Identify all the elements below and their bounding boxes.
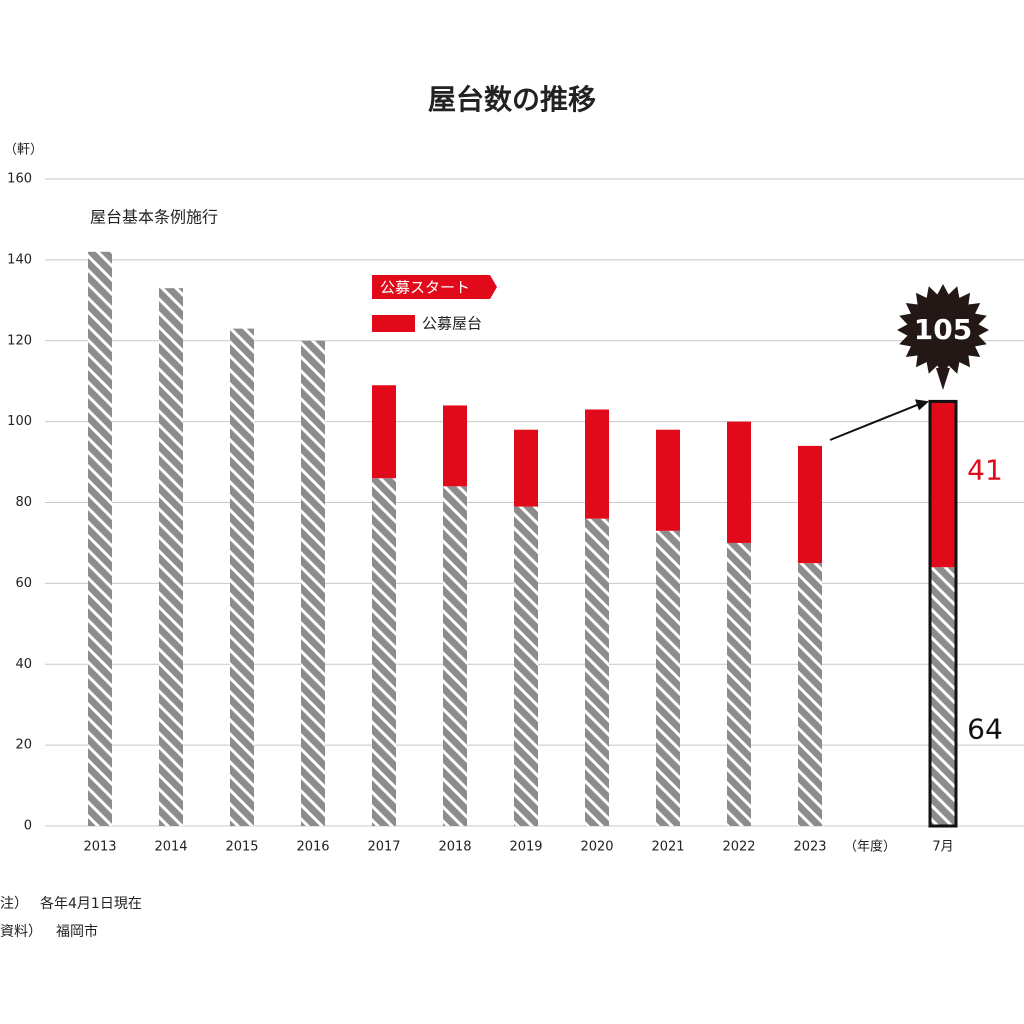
bar-segment — [443, 486, 467, 826]
legend-label: 公募屋台 — [422, 315, 482, 333]
note: 各年4月1日現在 — [40, 896, 142, 912]
note: 福岡市 — [56, 923, 98, 940]
x-tick-label: 2016 — [296, 840, 329, 855]
highlight-frame — [928, 399, 958, 828]
connector — [829, 402, 922, 441]
bar-segment — [88, 251, 112, 827]
bar-segment — [585, 409, 609, 519]
bar-segment — [798, 445, 822, 564]
bar-segment — [514, 429, 538, 507]
bar-segment — [727, 542, 751, 826]
x-tick-label: 2014 — [154, 840, 187, 855]
x-tick-label: 2015 — [225, 840, 258, 855]
note-label: 資料） — [0, 924, 42, 940]
bar-segment — [301, 340, 325, 826]
y-tick-label: 140 — [7, 252, 32, 267]
x-tick-label: 2013 — [83, 840, 116, 855]
annotation: 公募スタート — [380, 279, 470, 297]
bar-segment — [372, 385, 396, 479]
data-label: 41 — [967, 453, 1003, 486]
bar-segment — [372, 478, 396, 826]
bar-segment — [798, 563, 822, 826]
bar-segment — [585, 518, 609, 826]
y-tick-label: 20 — [15, 738, 32, 753]
y-tick-label: 100 — [7, 414, 32, 429]
bar-segment — [656, 429, 680, 531]
y-tick-label: 120 — [7, 333, 32, 348]
y-tick-label: 0 — [24, 819, 32, 834]
x-tick-label: 7月 — [932, 840, 953, 855]
bar-segment — [931, 567, 955, 826]
bar-segment — [159, 288, 183, 826]
callout-pointer — [936, 368, 950, 390]
y-axis-label: （軒） — [4, 143, 43, 158]
x-tick-label: 2022 — [722, 840, 755, 855]
x-tick-label: 2018 — [438, 840, 471, 855]
bar-segment — [931, 401, 955, 568]
arrow-head — [915, 399, 929, 411]
x-tick-label: 2019 — [509, 840, 542, 855]
x-tick-label: 2017 — [367, 840, 400, 855]
bar-segment — [727, 421, 751, 543]
y-tick-label: 80 — [15, 495, 32, 510]
bar-segment — [230, 328, 254, 826]
y-tick-label: 60 — [15, 576, 32, 591]
x-axis-label: （年度） — [844, 839, 896, 855]
callout-label: 105 — [914, 313, 972, 346]
chart-title: 屋台数の推移 — [428, 83, 596, 116]
bar-segment — [656, 530, 680, 826]
legend-tag — [372, 275, 497, 299]
x-tick-label: 2023 — [793, 840, 826, 855]
data-label: 64 — [967, 713, 1003, 746]
callout-burst — [897, 284, 989, 376]
y-tick-label: 160 — [7, 172, 32, 187]
x-tick-label: 2020 — [580, 840, 613, 855]
legend-swatch — [372, 315, 415, 332]
bar-segment — [514, 506, 538, 826]
x-tick-label: 2021 — [651, 840, 684, 855]
bar-segment — [443, 405, 467, 487]
annotation: 屋台基本条例施行 — [90, 208, 218, 227]
note-label: 注） — [0, 896, 28, 912]
y-tick-label: 40 — [15, 657, 32, 672]
